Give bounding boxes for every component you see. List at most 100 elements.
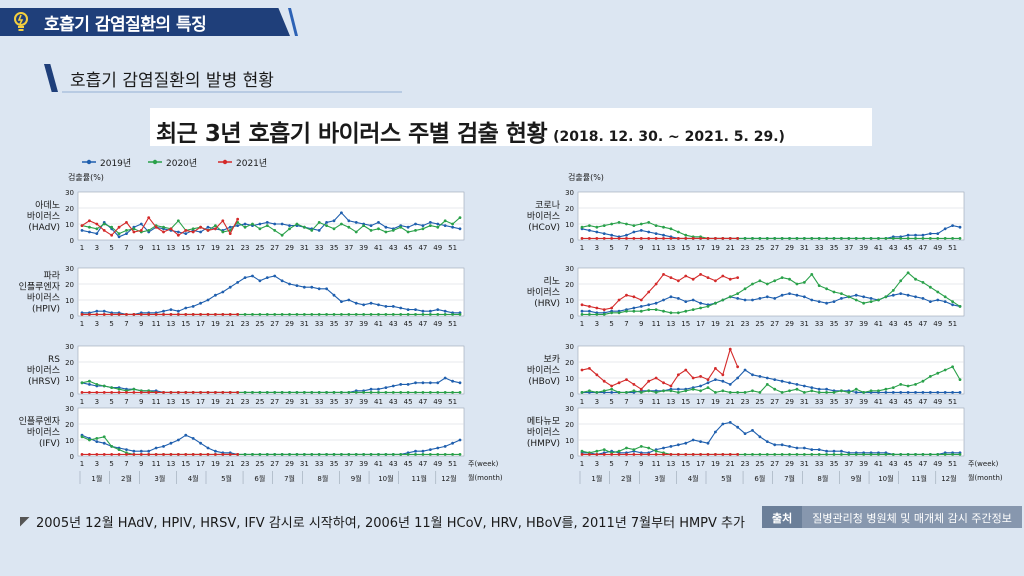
- point-y2019: [443, 309, 447, 313]
- footnote: 2005년 12월 HAdV, HPIV, HRSV, IFV 감시로 시작하여…: [20, 512, 745, 531]
- point-y2021: [676, 279, 680, 283]
- panel-1: [577, 191, 965, 241]
- point-y2020: [162, 225, 165, 229]
- point-y2020: [899, 383, 903, 386]
- point-y2020: [899, 279, 903, 283]
- point-y2021: [162, 391, 165, 394]
- point-y2020: [914, 453, 917, 456]
- xtick-label: 51: [948, 398, 957, 406]
- point-y2021: [184, 313, 188, 316]
- point-y2021: [699, 273, 702, 276]
- point-y2020: [928, 453, 932, 456]
- point-y2020: [625, 222, 628, 226]
- point-y2019: [369, 224, 373, 227]
- series-line-y2020: [81, 380, 460, 393]
- point-y2021: [625, 237, 628, 240]
- point-y2021: [147, 313, 151, 316]
- point-y2020: [958, 453, 962, 456]
- point-y2021: [228, 313, 232, 316]
- point-y2020: [421, 391, 425, 394]
- point-y2020: [669, 227, 673, 231]
- series-line-y2019: [582, 293, 961, 314]
- point-y2019: [810, 386, 814, 389]
- xtick-label: 21: [726, 320, 735, 328]
- point-y2019: [421, 224, 425, 227]
- point-y2020: [102, 222, 106, 226]
- point-y2020: [958, 378, 962, 381]
- source-label: 출처: [762, 506, 803, 528]
- point-y2020: [280, 453, 284, 456]
- point-y2020: [325, 224, 328, 227]
- point-y2021: [728, 277, 732, 281]
- xtick-label: 5: [609, 244, 613, 252]
- point-y2020: [780, 237, 784, 240]
- xtick-label: 49: [933, 244, 942, 252]
- panel-3: [577, 267, 965, 317]
- xtick-label: 29: [785, 244, 794, 252]
- point-y2021: [669, 453, 673, 456]
- xtick-label: 39: [859, 398, 868, 406]
- ytick-label: 20: [565, 205, 574, 213]
- point-y2020: [943, 295, 947, 299]
- point-y2021: [221, 219, 225, 223]
- point-y2020: [906, 237, 910, 240]
- point-y2020: [714, 391, 717, 394]
- point-y2020: [243, 313, 247, 316]
- point-y2019: [714, 378, 717, 381]
- month-unit-label: 월(month): [468, 473, 503, 482]
- point-y2020: [639, 391, 643, 394]
- xtick-label: 39: [359, 460, 368, 468]
- point-y2021: [154, 313, 158, 316]
- point-y2020: [780, 276, 784, 279]
- xtick-label: 5: [109, 398, 113, 406]
- point-y2021: [632, 453, 636, 456]
- point-y2019: [325, 221, 328, 224]
- point-y2020: [310, 313, 314, 316]
- panel-name-line: 바이러스: [527, 287, 560, 298]
- panel-frame: [577, 407, 965, 457]
- month-label: 1월: [591, 474, 602, 483]
- point-y2020: [580, 225, 584, 229]
- point-y2019: [451, 441, 454, 445]
- point-y2019: [773, 297, 777, 300]
- point-y2020: [458, 453, 462, 456]
- point-y2019: [825, 449, 828, 453]
- point-y2019: [751, 373, 754, 377]
- point-y2020: [951, 237, 954, 240]
- point-y2019: [258, 222, 262, 226]
- point-y2019: [199, 230, 202, 234]
- ytick-label: 30: [65, 189, 74, 197]
- point-y2019: [795, 446, 799, 450]
- point-y2019: [354, 221, 358, 224]
- point-y2019: [802, 446, 806, 450]
- point-y2019: [214, 449, 217, 453]
- series-line-y2020: [81, 217, 461, 236]
- point-y2019: [728, 383, 732, 386]
- point-y2021: [221, 453, 225, 456]
- point-y2019: [414, 308, 417, 311]
- xtick-label: 29: [785, 398, 794, 406]
- point-y2019: [169, 441, 173, 445]
- point-y2020: [176, 219, 180, 223]
- point-y2019: [684, 441, 688, 445]
- ytick-label: 0: [70, 453, 74, 461]
- ytick-label: 10: [65, 221, 74, 229]
- point-y2019: [162, 445, 165, 448]
- point-y2019: [795, 383, 799, 386]
- panel-name-2: 파라 인플루엔자 바이러스 (HPIV): [19, 271, 61, 315]
- xtick-label: 15: [181, 320, 190, 328]
- point-y2020: [802, 453, 806, 456]
- panel-frame: [77, 191, 465, 241]
- xtick-label: 41: [874, 244, 883, 252]
- point-y2020: [936, 237, 940, 240]
- point-y2021: [162, 230, 165, 234]
- xtick-label: 49: [933, 460, 942, 468]
- point-y2021: [736, 276, 740, 279]
- panel-name-line: 바이러스: [527, 211, 560, 222]
- point-y2020: [428, 453, 432, 456]
- panel-name-line: 바이러스: [27, 211, 60, 222]
- point-y2021: [214, 453, 217, 456]
- point-y2021: [728, 453, 732, 456]
- point-y2020: [347, 313, 351, 316]
- point-y2021: [706, 378, 710, 381]
